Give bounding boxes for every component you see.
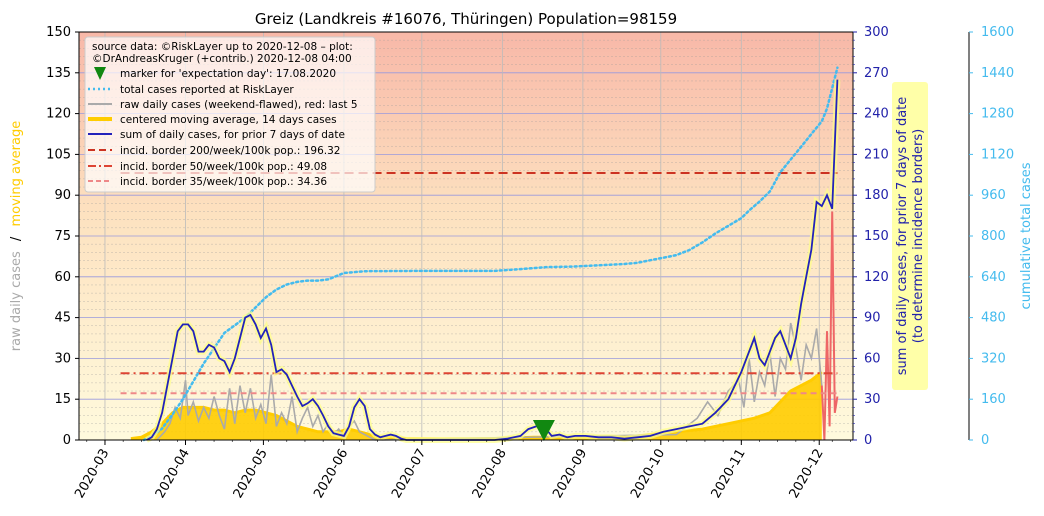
left-axis-label-raw: raw daily cases <box>9 251 24 351</box>
total-cases-line <box>142 66 839 442</box>
right-axis-cumulative-label: cumulative total cases <box>1019 162 1034 309</box>
right-axis-sum-tick-label: 300 <box>864 25 889 40</box>
left-axis-tick-label: 30 <box>54 351 71 366</box>
right-axis-cumulative-tick-label: 1280 <box>981 107 1014 122</box>
right-axis-cumulative-tick-label: 960 <box>981 188 1006 203</box>
right-axis-sum-tick-label: 150 <box>864 229 889 244</box>
x-axis-tick-label: 2020-12 <box>787 447 827 502</box>
legend: source data: ©RiskLayer up to 2020-12-08… <box>84 36 376 193</box>
right-axis-cumulative-tick-label: 1440 <box>981 66 1014 81</box>
left-axis-tick-label: 75 <box>54 229 71 244</box>
right-axis-sum-tick-label: 30 <box>864 392 881 407</box>
chart-title: Greiz (Landkreis #16076, Thüringen) Popu… <box>255 10 677 28</box>
x-axis: 2020-03 2020-04 2020-05 2020-06 2020-07 2020-… <box>72 440 851 502</box>
x-axis-tick-label: 2020-07 <box>389 447 429 502</box>
x-axis-tick-label: 2020-05 <box>231 447 271 502</box>
legend-source-line-2: ©DrAndreasKruger (+contrib.) 2020-12-08 … <box>92 53 352 65</box>
x-axis-tick-label: 2020-06 <box>311 447 351 502</box>
right-axis-sum-tick-label: 120 <box>864 270 889 285</box>
left-axis-tick-label: 120 <box>46 107 71 122</box>
right-axis-sum-tick-label: 60 <box>864 351 881 366</box>
right-axis-sum-tick-label: 210 <box>864 147 889 162</box>
right-axis-sum-tick-label: 90 <box>864 311 881 326</box>
legend-entry-border-200: incid. border 200/week/100k pop.: 196.32 <box>120 145 340 157</box>
right-axis-sum: 0 30 60 90 120 150 180 210 240 270 300 <box>853 25 889 448</box>
expectation-day-marker-icon <box>532 420 555 441</box>
seven-day-sum-line <box>146 79 839 441</box>
legend-source-line-1: source data: ©RiskLayer up to 2020-12-08… <box>92 41 353 53</box>
x-axis-tick-label: 2020-08 <box>470 447 510 502</box>
left-axis-tick-label: 60 <box>54 270 71 285</box>
moving-average-line <box>130 370 823 441</box>
moving-average-area <box>130 372 822 440</box>
right-axis-sum-tick-label: 240 <box>864 107 889 122</box>
right-axis-sum-label-1: sum of daily cases, for prior 7 days of … <box>895 97 910 376</box>
right-axis-cumulative-tick-label: 160 <box>981 392 1006 407</box>
right-axis-cumulative-tick-label: 1600 <box>981 25 1014 40</box>
legend-entry-raw-cases: raw daily cases (weekend-flawed), red: l… <box>120 99 358 111</box>
legend-box <box>84 36 376 193</box>
right-axis-cumulative-tick-label: 0 <box>981 433 989 448</box>
x-axis-tick-label: 2020-04 <box>153 447 193 502</box>
left-axis-tick-label: 45 <box>54 311 71 326</box>
legend-entry-border-50: incid. border 50/week/100k pop.: 49.08 <box>120 161 327 173</box>
x-axis-tick-label: 2020-09 <box>550 447 590 502</box>
right-axis-cumulative-tick-label: 800 <box>981 229 1006 244</box>
right-axis-cumulative-tick-label: 320 <box>981 351 1006 366</box>
right-axis-sum-label-2: (to determine incidence borders) <box>911 129 926 344</box>
left-axis: 0 15 30 45 60 75 90 105 120 135 150 <box>46 25 79 448</box>
right-axis-sum-tick-label: 0 <box>864 433 872 448</box>
left-axis-tick-label: 90 <box>54 188 71 203</box>
left-axis-label: raw daily cases / moving average <box>9 121 24 351</box>
legend-expectation-marker-icon <box>94 67 106 80</box>
series-layer <box>120 66 841 443</box>
left-axis-tick-label: 150 <box>46 25 71 40</box>
left-axis-tick-label: 105 <box>46 147 71 162</box>
x-axis-tick-label: 2020-03 <box>72 447 112 502</box>
left-axis-label-avg: moving average <box>9 121 24 227</box>
legend-entry-border-35: incid. border 35/week/100k pop.: 34.36 <box>120 176 327 188</box>
legend-entry-total-cases: total cases reported at RiskLayer <box>120 84 294 96</box>
legend-entry-expectation: marker for 'expectation day': 17.08.2020 <box>120 68 336 80</box>
right-axis-cumulative-tick-label: 480 <box>981 311 1006 326</box>
right-axis-cumulative-tick-label: 640 <box>981 270 1006 285</box>
right-axis-sum-tick-label: 270 <box>864 66 889 81</box>
right-axis-label-box <box>892 82 928 390</box>
right-axis-cumulative: 0 160 320 480 640 800 960 1120 1280 1440 1600 <box>968 25 1014 448</box>
left-axis-label-sep: / <box>9 236 24 241</box>
x-axis-tick-label: 2020-10 <box>628 447 668 502</box>
left-axis-tick-label: 0 <box>63 433 71 448</box>
marker-layer <box>532 420 555 441</box>
x-axis-tick-label: 2020-11 <box>709 447 749 502</box>
legend-entry-7day-sum: sum of daily cases, for prior 7 days of … <box>120 129 345 141</box>
legend-entry-moving-average: centered moving average, 14 days cases <box>120 114 337 126</box>
left-axis-tick-label: 135 <box>46 66 71 81</box>
left-axis-tick-label: 15 <box>54 392 71 407</box>
right-axis-sum-tick-label: 180 <box>864 188 889 203</box>
right-axis-cumulative-tick-label: 1120 <box>981 147 1014 162</box>
